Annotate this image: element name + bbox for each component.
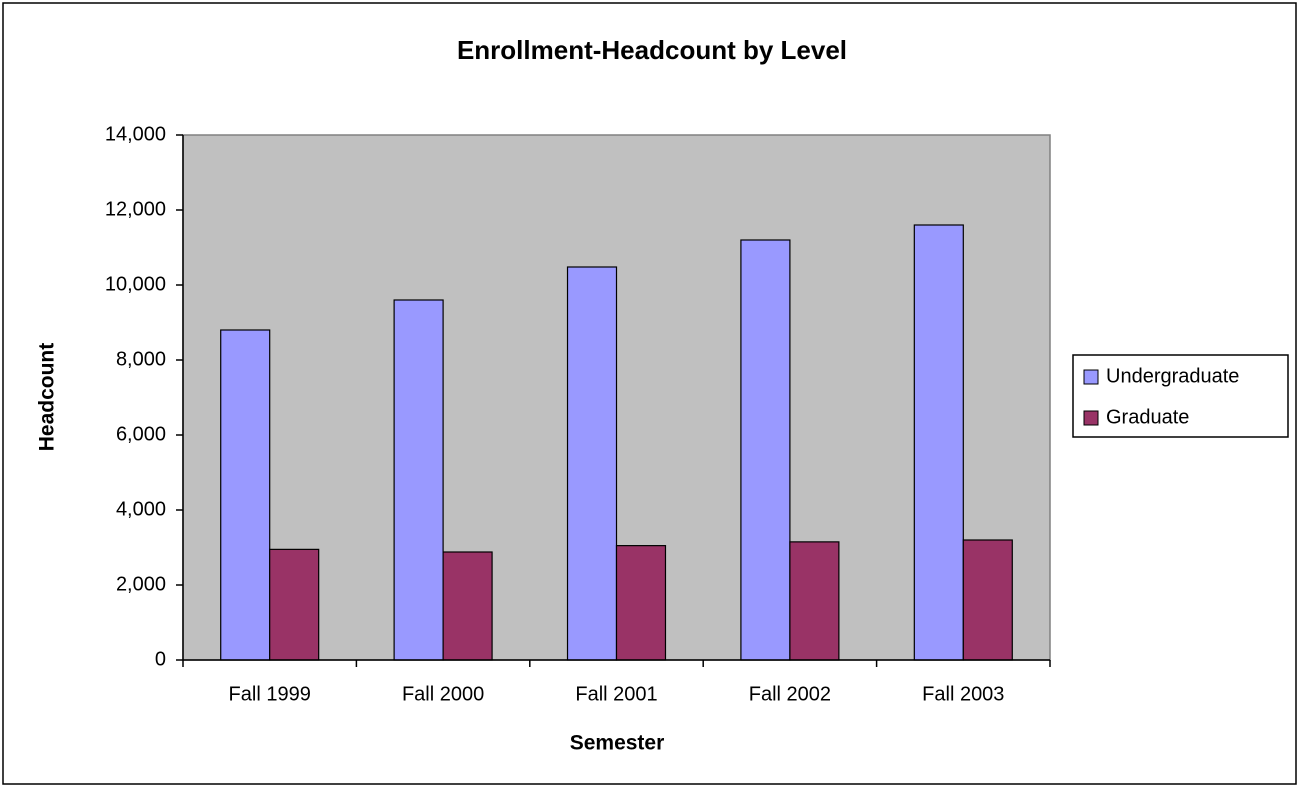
y-tick-label: 10,000 — [105, 273, 166, 295]
x-axis-title: Semester — [570, 732, 665, 755]
bar — [789, 541, 840, 661]
legend-label: Undergraduate — [1106, 365, 1239, 387]
chart-title: Enrollment-Headcount by Level — [457, 35, 847, 65]
y-tick-label: 2,000 — [116, 573, 166, 595]
x-tick-label: Fall 2003 — [922, 683, 1004, 705]
legend-swatch — [1083, 410, 1099, 426]
legend-swatch — [1083, 369, 1099, 385]
bar — [442, 551, 493, 661]
x-tick-label: Fall 2002 — [749, 683, 831, 705]
bar — [962, 539, 1013, 661]
y-tick-label: 4,000 — [116, 498, 166, 520]
y-tick-label: 8,000 — [116, 348, 166, 370]
legend — [1072, 354, 1289, 438]
bar — [913, 224, 964, 661]
x-tick-label: Fall 2001 — [575, 683, 657, 705]
x-tick-label: Fall 2000 — [402, 683, 484, 705]
bar — [269, 548, 320, 661]
y-tick-label: 12,000 — [105, 198, 166, 220]
bar — [615, 545, 667, 661]
y-axis-title: Headcount — [36, 343, 59, 452]
bar — [566, 266, 618, 661]
y-tick-label: 6,000 — [116, 423, 166, 445]
y-tick-label: 14,000 — [105, 123, 166, 145]
legend-label: Graduate — [1106, 406, 1189, 428]
y-tick-label: 0 — [155, 648, 166, 670]
bar — [220, 329, 271, 661]
x-tick-label: Fall 1999 — [229, 683, 311, 705]
bar — [740, 239, 791, 661]
bar — [393, 299, 444, 661]
